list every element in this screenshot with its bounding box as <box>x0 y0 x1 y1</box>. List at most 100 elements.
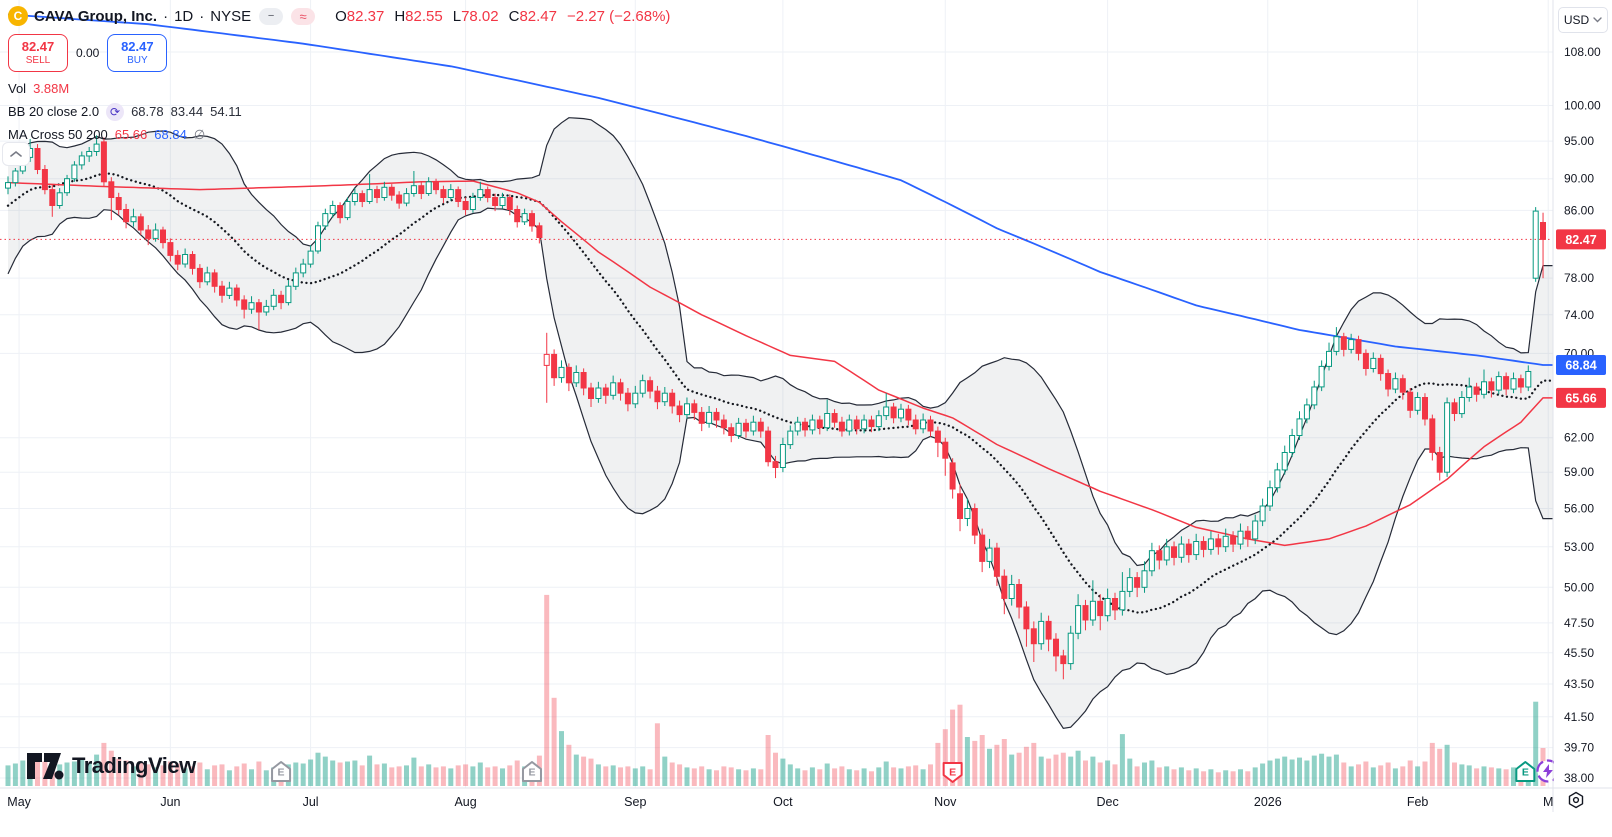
volume-bar <box>1119 734 1125 786</box>
loading-spinner-icon[interactable]: ⟳ <box>106 102 125 121</box>
candle <box>1230 535 1237 545</box>
candle <box>861 419 868 430</box>
earnings-marker-icon[interactable]: E <box>271 761 292 782</box>
candle <box>1370 357 1377 369</box>
timeframe-label[interactable]: 1D <box>174 7 194 25</box>
volume-bar <box>905 766 911 786</box>
volume-bar <box>204 769 210 786</box>
candle <box>49 189 56 207</box>
volume-bar <box>721 766 727 786</box>
svg-text:E: E <box>949 767 956 779</box>
volume-indicator-row[interactable]: Vol 3.88M <box>8 77 670 100</box>
candle <box>447 189 454 199</box>
candle <box>123 209 130 223</box>
tradingview-logo[interactable]: TradingView <box>26 751 196 781</box>
volume-bar <box>418 766 424 786</box>
candle <box>1252 520 1259 540</box>
candle <box>883 406 890 417</box>
bb-indicator-row[interactable]: BB 20 close 2.0 ⟳ 68.78 83.44 54.11 <box>8 100 670 123</box>
symbol-row[interactable]: C CAVA Group, Inc. · 1D · NYSE − ≈ O82.3… <box>8 4 670 28</box>
candle <box>366 189 373 203</box>
ma-cross-indicator-row[interactable]: MA Cross 50 200 65.66 68.84 ∅ <box>8 123 670 146</box>
svg-text:47.50: 47.50 <box>1564 616 1594 630</box>
volume-bar <box>1208 769 1214 786</box>
volume-bar <box>455 765 461 786</box>
volume-bar <box>1112 764 1118 786</box>
earnings-marker-icon[interactable]: E <box>521 761 542 782</box>
volume-bar <box>544 594 550 786</box>
high-label: H <box>394 7 406 25</box>
svg-text:43.50: 43.50 <box>1564 677 1594 691</box>
candle <box>639 380 646 394</box>
approx-chip-icon[interactable]: ≈ <box>291 7 316 25</box>
candle <box>1540 222 1546 240</box>
volume-bar <box>1238 769 1243 786</box>
volume-bar <box>1385 762 1391 786</box>
candle <box>1407 391 1414 411</box>
volume-bar <box>249 769 254 786</box>
volume-bar <box>1001 739 1007 786</box>
volume-value: 3.88M <box>33 81 70 96</box>
volume-bar <box>197 762 203 786</box>
currency-selector[interactable]: USD <box>1558 7 1608 33</box>
volume-bar <box>1466 765 1472 786</box>
svg-text:May: May <box>7 795 31 809</box>
candle <box>41 169 48 191</box>
volume-bar <box>315 752 321 786</box>
volume-bar <box>699 766 705 786</box>
buy-price: 82.47 <box>121 39 154 55</box>
volume-bar <box>293 762 299 786</box>
volume-bar <box>1452 762 1457 786</box>
separator: · <box>199 7 205 25</box>
candle <box>691 403 698 413</box>
time-axis-labels[interactable]: May Jun Jul Aug Sep Oct Nov Dec 2026 Feb M <box>7 795 1553 809</box>
candle <box>1532 210 1539 279</box>
candle <box>1525 371 1532 388</box>
svg-text:82.47: 82.47 <box>1565 233 1596 247</box>
candle <box>492 197 499 206</box>
volume-bar <box>337 762 343 786</box>
volume-bar <box>832 768 838 786</box>
candle <box>248 302 255 310</box>
candle <box>1148 550 1155 572</box>
candle <box>676 405 683 416</box>
candle <box>410 185 417 194</box>
candle <box>1444 402 1451 473</box>
candle <box>647 380 654 392</box>
axis-settings-icon[interactable] <box>1568 791 1584 809</box>
earnings-marker-icon[interactable]: E <box>942 762 963 783</box>
candle <box>64 178 70 194</box>
collapse-legend-button[interactable] <box>2 142 30 166</box>
candle <box>838 421 845 432</box>
sell-button[interactable]: 82.47 SELL <box>8 34 68 72</box>
volume-bar <box>374 764 380 786</box>
candle <box>1422 397 1428 420</box>
volume-bar <box>1252 767 1258 786</box>
volume-bar <box>869 771 874 786</box>
volume-bar <box>861 768 867 786</box>
volume-bar <box>1304 760 1310 786</box>
buy-button[interactable]: 82.47 BUY <box>107 34 168 72</box>
candle <box>706 411 713 424</box>
candle <box>927 419 934 432</box>
candle <box>1200 541 1207 550</box>
volume-bar <box>219 764 225 786</box>
volume-bar <box>573 754 579 786</box>
candle <box>617 382 624 394</box>
minus-chip-icon[interactable]: − <box>259 7 284 25</box>
candle <box>1436 452 1443 473</box>
volume-bar <box>935 742 941 786</box>
volume-bar <box>1134 766 1140 786</box>
volume-bar <box>1060 752 1066 786</box>
volume-pane <box>5 594 1546 786</box>
candle <box>160 229 166 244</box>
earnings-marker-icon[interactable]: E <box>1515 761 1536 782</box>
candle <box>521 213 528 223</box>
price-axis-panel[interactable] <box>1554 0 1612 837</box>
price-axis-labels[interactable]: 108.00100.0095.0090.0086.0078.0074.0070.… <box>1564 45 1601 785</box>
bb-lower-value: 54.11 <box>210 104 242 119</box>
candle <box>1399 378 1406 393</box>
candle <box>388 186 395 196</box>
candle <box>1193 541 1200 556</box>
